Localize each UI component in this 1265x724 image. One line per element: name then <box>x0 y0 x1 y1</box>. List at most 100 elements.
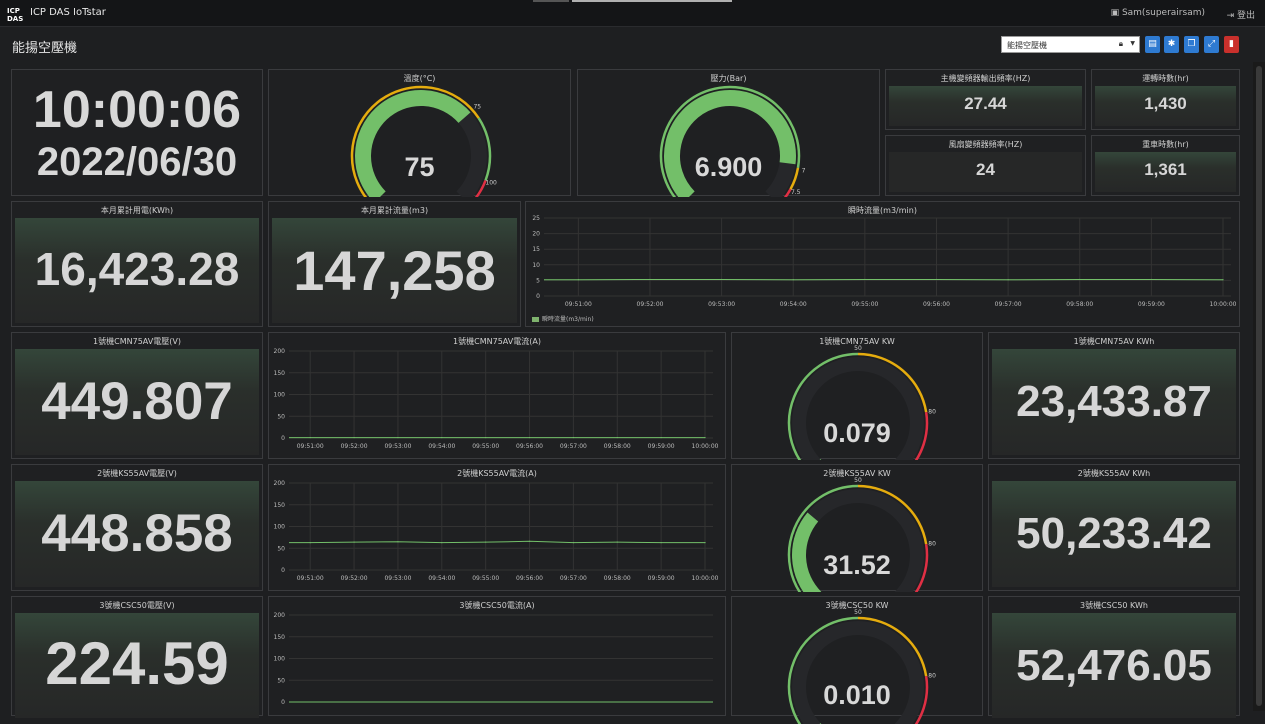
y-tick-label: 20 <box>532 231 540 238</box>
chart-legend[interactable]: 瞬時流量(m3/min) <box>532 314 594 323</box>
kwh-month-value: 16,423.28 <box>12 242 262 296</box>
data-point <box>649 279 650 280</box>
data-point <box>793 279 794 280</box>
y-tick-label: 0 <box>281 567 285 574</box>
x-tick-label: 09:55:00 <box>851 301 878 308</box>
logout-button[interactable]: ⇥ 登出 <box>1227 8 1255 21</box>
scrollbar-thumb[interactable] <box>1256 66 1262 706</box>
clock-date: 2022/06/30 <box>12 140 262 185</box>
data-point <box>578 279 579 280</box>
flow-month-panel: 本月累計流量(m3) 147,258 <box>268 201 521 327</box>
data-point <box>1008 279 1009 280</box>
y-tick-label: 50 <box>277 677 285 684</box>
data-point <box>397 541 398 542</box>
x-tick-label: 09:55:00 <box>472 575 499 582</box>
new-file-button[interactable]: ▤ <box>1145 36 1160 53</box>
legend-label: 瞬時流量(m3/min) <box>542 316 594 323</box>
page-header: 能揚空壓機 能揚空壓機 🔒︎ ▼ ▤ ✱ ❐ ⤢ ▮ <box>0 28 1265 62</box>
data-point <box>485 437 486 438</box>
y-tick-label: 150 <box>274 634 286 641</box>
x-tick-label: 09:56:00 <box>923 301 950 308</box>
trash-icon: ▮ <box>1229 39 1234 49</box>
x-tick-label: 10:00:00 <box>692 575 719 582</box>
kw3-gauge-value: 0.010 <box>732 680 982 711</box>
top-tab-indicator-active <box>572 0 732 2</box>
data-point <box>573 542 574 543</box>
x-tick-label: 09:56:00 <box>516 443 543 450</box>
data-point <box>397 437 398 438</box>
gauge-tick-label: 50 <box>854 477 862 484</box>
kw1-gauge-panel: 1號機CMN75AV KW 05080100 0.079 <box>731 332 983 459</box>
user-menu[interactable]: ▣ Sam(superairsam) <box>1111 8 1205 18</box>
y-tick-label: 150 <box>274 502 286 509</box>
x-tick-label: 09:53:00 <box>708 301 735 308</box>
panel-title: 2號機KS55AV電壓(V) <box>12 468 262 479</box>
logout-icon: ⇥ <box>1227 11 1237 21</box>
svg-text:DAS: DAS <box>7 15 23 22</box>
panel-title: 1號機CMN75AV電壓(V) <box>12 336 262 347</box>
x-tick-label: 09:57:00 <box>560 575 587 582</box>
panel-title: 2號機KS55AV KWh <box>989 468 1239 479</box>
data-point <box>617 542 618 543</box>
v3-value: 224.59 <box>12 629 262 698</box>
kwh2-panel: 2號機KS55AV KWh 50,233.42 <box>988 464 1240 591</box>
fan-freq-panel: 風扇變頻器頻率(HZ) 24 <box>885 135 1086 196</box>
data-point <box>704 542 705 543</box>
dashboard-select[interactable]: 能揚空壓機 🔒︎ ▼ <box>1001 36 1140 53</box>
load-hours-value: 1,361 <box>1092 160 1239 180</box>
y-tick-label: 100 <box>274 392 286 399</box>
kw2-gauge-value: 31.52 <box>732 550 982 581</box>
x-tick-label: 09:54:00 <box>428 443 455 450</box>
series-line <box>289 541 705 542</box>
data-point <box>310 542 311 543</box>
x-tick-label: 10:00:00 <box>692 443 719 450</box>
data-point <box>573 437 574 438</box>
x-tick-label: 09:58:00 <box>1066 301 1093 308</box>
temp-gauge-value: 75 <box>269 152 570 183</box>
x-tick-label: 09:59:00 <box>648 575 675 582</box>
y-tick-label: 150 <box>274 370 286 377</box>
x-tick-label: 09:52:00 <box>637 301 664 308</box>
panel-title: 本月累計流量(m3) <box>269 205 520 216</box>
icpdas-logo-icon: ICP DAS <box>6 5 26 22</box>
y-tick-label: 15 <box>532 246 540 253</box>
gauge-tick-label: 50 <box>854 345 862 352</box>
y-tick-label: 0 <box>536 293 540 300</box>
kwh1-panel: 1號機CMN75AV KWh 23,433.87 <box>988 332 1240 459</box>
v1-panel: 1號機CMN75AV電壓(V) 449.807 <box>11 332 263 459</box>
x-tick-label: 09:58:00 <box>604 443 631 450</box>
y-tick-label: 10 <box>532 262 540 269</box>
fullscreen-button[interactable]: ⤢ <box>1204 36 1219 53</box>
y-tick-label: 50 <box>277 413 285 420</box>
data-point <box>310 437 311 438</box>
gauge-tick-label: 80 <box>928 540 936 547</box>
y-tick-label: 200 <box>274 348 286 355</box>
kw2-gauge-panel: 2號機KS55AV KW 05080100 31.52 <box>731 464 983 591</box>
y-tick-label: 100 <box>274 656 286 663</box>
x-tick-label: 09:51:00 <box>297 575 324 582</box>
copy-icon: ❐ <box>1187 39 1195 49</box>
page-scrollbar[interactable] <box>1253 62 1265 711</box>
data-point <box>441 542 442 543</box>
top-tab-indicator <box>533 0 569 2</box>
panel-title: 1號機CMN75AV KWh <box>989 336 1239 347</box>
delete-button[interactable]: ▮ <box>1224 36 1239 53</box>
data-point <box>1079 279 1080 280</box>
data-point <box>661 437 662 438</box>
file-icon: ▤ <box>1148 39 1157 49</box>
run-hours-panel: 運轉時數(hr) 1,430 <box>1091 69 1240 130</box>
chevron-down-icon: ▼ <box>1130 40 1135 47</box>
v3-panel: 3號機CSC50電壓(V) 224.59 <box>11 596 263 716</box>
data-point <box>661 542 662 543</box>
lock-icon: 🔒︎ <box>1119 39 1123 49</box>
data-point <box>617 437 618 438</box>
settings-button[interactable]: ✱ <box>1164 36 1179 53</box>
main-freq-panel: 主機變頻器輸出頻率(HZ) 27.44 <box>885 69 1086 130</box>
copy-button[interactable]: ❐ <box>1184 36 1199 53</box>
